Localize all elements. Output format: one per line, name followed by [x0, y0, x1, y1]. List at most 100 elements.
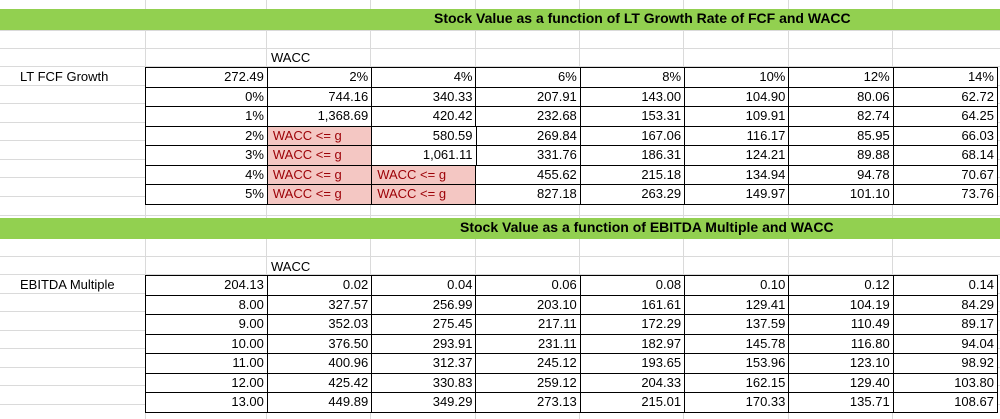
column-header-cell[interactable]: 0.14: [892, 276, 997, 295]
value-cell[interactable]: 62.72: [892, 87, 997, 106]
value-cell[interactable]: 1,061.11: [371, 146, 475, 165]
value-cell[interactable]: 172.29: [579, 315, 684, 334]
value-cell[interactable]: 256.99: [371, 295, 475, 314]
row-header-cell[interactable]: 1%: [245, 108, 264, 123]
value-cell[interactable]: 331.76: [475, 146, 580, 165]
value-cell[interactable]: 193.65: [579, 354, 684, 373]
value-cell[interactable]: WACC <= g: [266, 165, 372, 184]
value-cell[interactable]: 149.97: [684, 185, 788, 204]
value-cell[interactable]: 182.97: [579, 334, 684, 353]
row-header-cell[interactable]: 5%: [245, 186, 264, 201]
row-header-cell[interactable]: 3%: [245, 147, 264, 162]
column-header-cell[interactable]: 0.12: [788, 276, 892, 295]
column-header-cell[interactable]: 0.04: [371, 276, 475, 295]
value-cell[interactable]: 231.11: [475, 334, 579, 353]
row-header-cell[interactable]: 0%: [245, 88, 264, 104]
value-cell[interactable]: 104.19: [788, 295, 892, 314]
value-cell[interactable]: WACC <= g: [266, 185, 372, 204]
value-cell[interactable]: 134.94: [684, 165, 788, 184]
value-cell[interactable]: 186.31: [579, 146, 684, 165]
value-cell[interactable]: 137.59: [684, 315, 788, 334]
value-cell[interactable]: 68.14: [892, 146, 997, 165]
column-header-cell[interactable]: 0.06: [475, 276, 579, 295]
value-cell[interactable]: 245.12: [475, 354, 579, 373]
column-header-cell[interactable]: 2%: [266, 68, 371, 87]
value-cell[interactable]: 143.00: [579, 87, 684, 106]
corner-value-cell[interactable]: 204.13: [224, 277, 264, 292]
value-cell[interactable]: 215.18: [579, 165, 684, 184]
value-cell[interactable]: 327.57: [266, 295, 371, 314]
value-cell[interactable]: 89.17: [892, 315, 997, 334]
value-cell[interactable]: 400.96: [266, 354, 371, 373]
value-cell[interactable]: 129.40: [788, 373, 892, 392]
value-cell[interactable]: 259.12: [475, 373, 579, 392]
value-cell[interactable]: 376.50: [266, 334, 371, 353]
value-cell[interactable]: 269.84: [475, 126, 580, 145]
value-cell[interactable]: 101.10: [788, 185, 892, 204]
value-cell[interactable]: 123.10: [788, 354, 892, 373]
value-cell[interactable]: 109.91: [684, 107, 788, 126]
value-cell[interactable]: 352.03: [266, 315, 371, 334]
value-cell[interactable]: 744.16: [266, 87, 371, 106]
value-cell[interactable]: 827.18: [475, 185, 579, 204]
value-cell[interactable]: 80.06: [788, 87, 892, 106]
value-cell[interactable]: 273.13: [475, 393, 579, 412]
value-cell[interactable]: WACC <= g: [371, 165, 476, 184]
row-header-cell[interactable]: 4%: [245, 166, 264, 182]
value-cell[interactable]: 312.37: [371, 354, 475, 373]
value-cell[interactable]: 124.21: [684, 146, 788, 165]
value-cell[interactable]: 1,368.69: [266, 107, 371, 126]
value-cell[interactable]: 330.83: [371, 373, 475, 392]
value-cell[interactable]: 110.49: [788, 315, 892, 334]
row-header-cell[interactable]: 12.00: [231, 374, 264, 390]
value-cell[interactable]: WACC <= g: [266, 126, 372, 145]
value-cell[interactable]: 89.88: [788, 146, 892, 165]
value-cell[interactable]: 161.61: [579, 295, 684, 314]
value-cell[interactable]: 340.33: [371, 87, 475, 106]
column-header-cell[interactable]: 0.10: [684, 276, 788, 295]
row-header-cell[interactable]: 11.00: [232, 355, 264, 370]
value-cell[interactable]: 170.33: [684, 393, 788, 412]
value-cell[interactable]: 207.91: [475, 87, 579, 106]
value-cell[interactable]: 85.95: [788, 126, 892, 145]
value-cell[interactable]: 145.78: [684, 334, 788, 353]
value-cell[interactable]: 73.76: [892, 185, 997, 204]
value-cell[interactable]: 153.31: [579, 107, 684, 126]
row-header-cell[interactable]: 8.00: [238, 296, 264, 312]
column-header-cell[interactable]: 0.02: [266, 276, 371, 295]
row-header-cell[interactable]: 2%: [245, 127, 264, 143]
value-cell[interactable]: 108.67: [892, 393, 997, 412]
value-cell[interactable]: 217.11: [475, 315, 579, 334]
value-cell[interactable]: 135.71: [788, 393, 892, 412]
value-cell[interactable]: 420.42: [371, 107, 475, 126]
row-header-cell[interactable]: 9.00: [238, 316, 264, 331]
value-cell[interactable]: 103.80: [892, 373, 997, 392]
value-cell[interactable]: WACC <= g: [371, 185, 476, 204]
value-cell[interactable]: 449.89: [266, 393, 371, 412]
value-cell[interactable]: 203.10: [475, 295, 579, 314]
value-cell[interactable]: 455.62: [475, 165, 579, 184]
corner-value-cell[interactable]: 272.49: [224, 69, 264, 84]
value-cell[interactable]: WACC <= g: [266, 146, 372, 165]
value-cell[interactable]: 204.33: [579, 373, 684, 392]
value-cell[interactable]: 349.29: [371, 393, 475, 412]
value-cell[interactable]: 98.92: [892, 354, 997, 373]
value-cell[interactable]: 116.80: [788, 334, 892, 353]
value-cell[interactable]: 82.74: [788, 107, 892, 126]
column-header-cell[interactable]: 12%: [788, 68, 892, 87]
column-header-cell[interactable]: 14%: [892, 68, 997, 87]
column-header-cell[interactable]: 10%: [684, 68, 788, 87]
value-cell[interactable]: 84.29: [892, 295, 997, 314]
value-cell[interactable]: 232.68: [475, 107, 579, 126]
value-cell[interactable]: 167.06: [579, 126, 684, 145]
value-cell[interactable]: 94.78: [788, 165, 892, 184]
row-header-cell[interactable]: 13.00: [231, 394, 264, 409]
column-header-cell[interactable]: 0.08: [579, 276, 684, 295]
value-cell[interactable]: 263.29: [579, 185, 684, 204]
value-cell[interactable]: 129.41: [684, 295, 788, 314]
value-cell[interactable]: 580.59: [371, 126, 475, 145]
value-cell[interactable]: 66.03: [892, 126, 997, 145]
value-cell[interactable]: 116.17: [684, 126, 788, 145]
value-cell[interactable]: 70.67: [892, 165, 997, 184]
column-header-cell[interactable]: 6%: [475, 68, 579, 87]
